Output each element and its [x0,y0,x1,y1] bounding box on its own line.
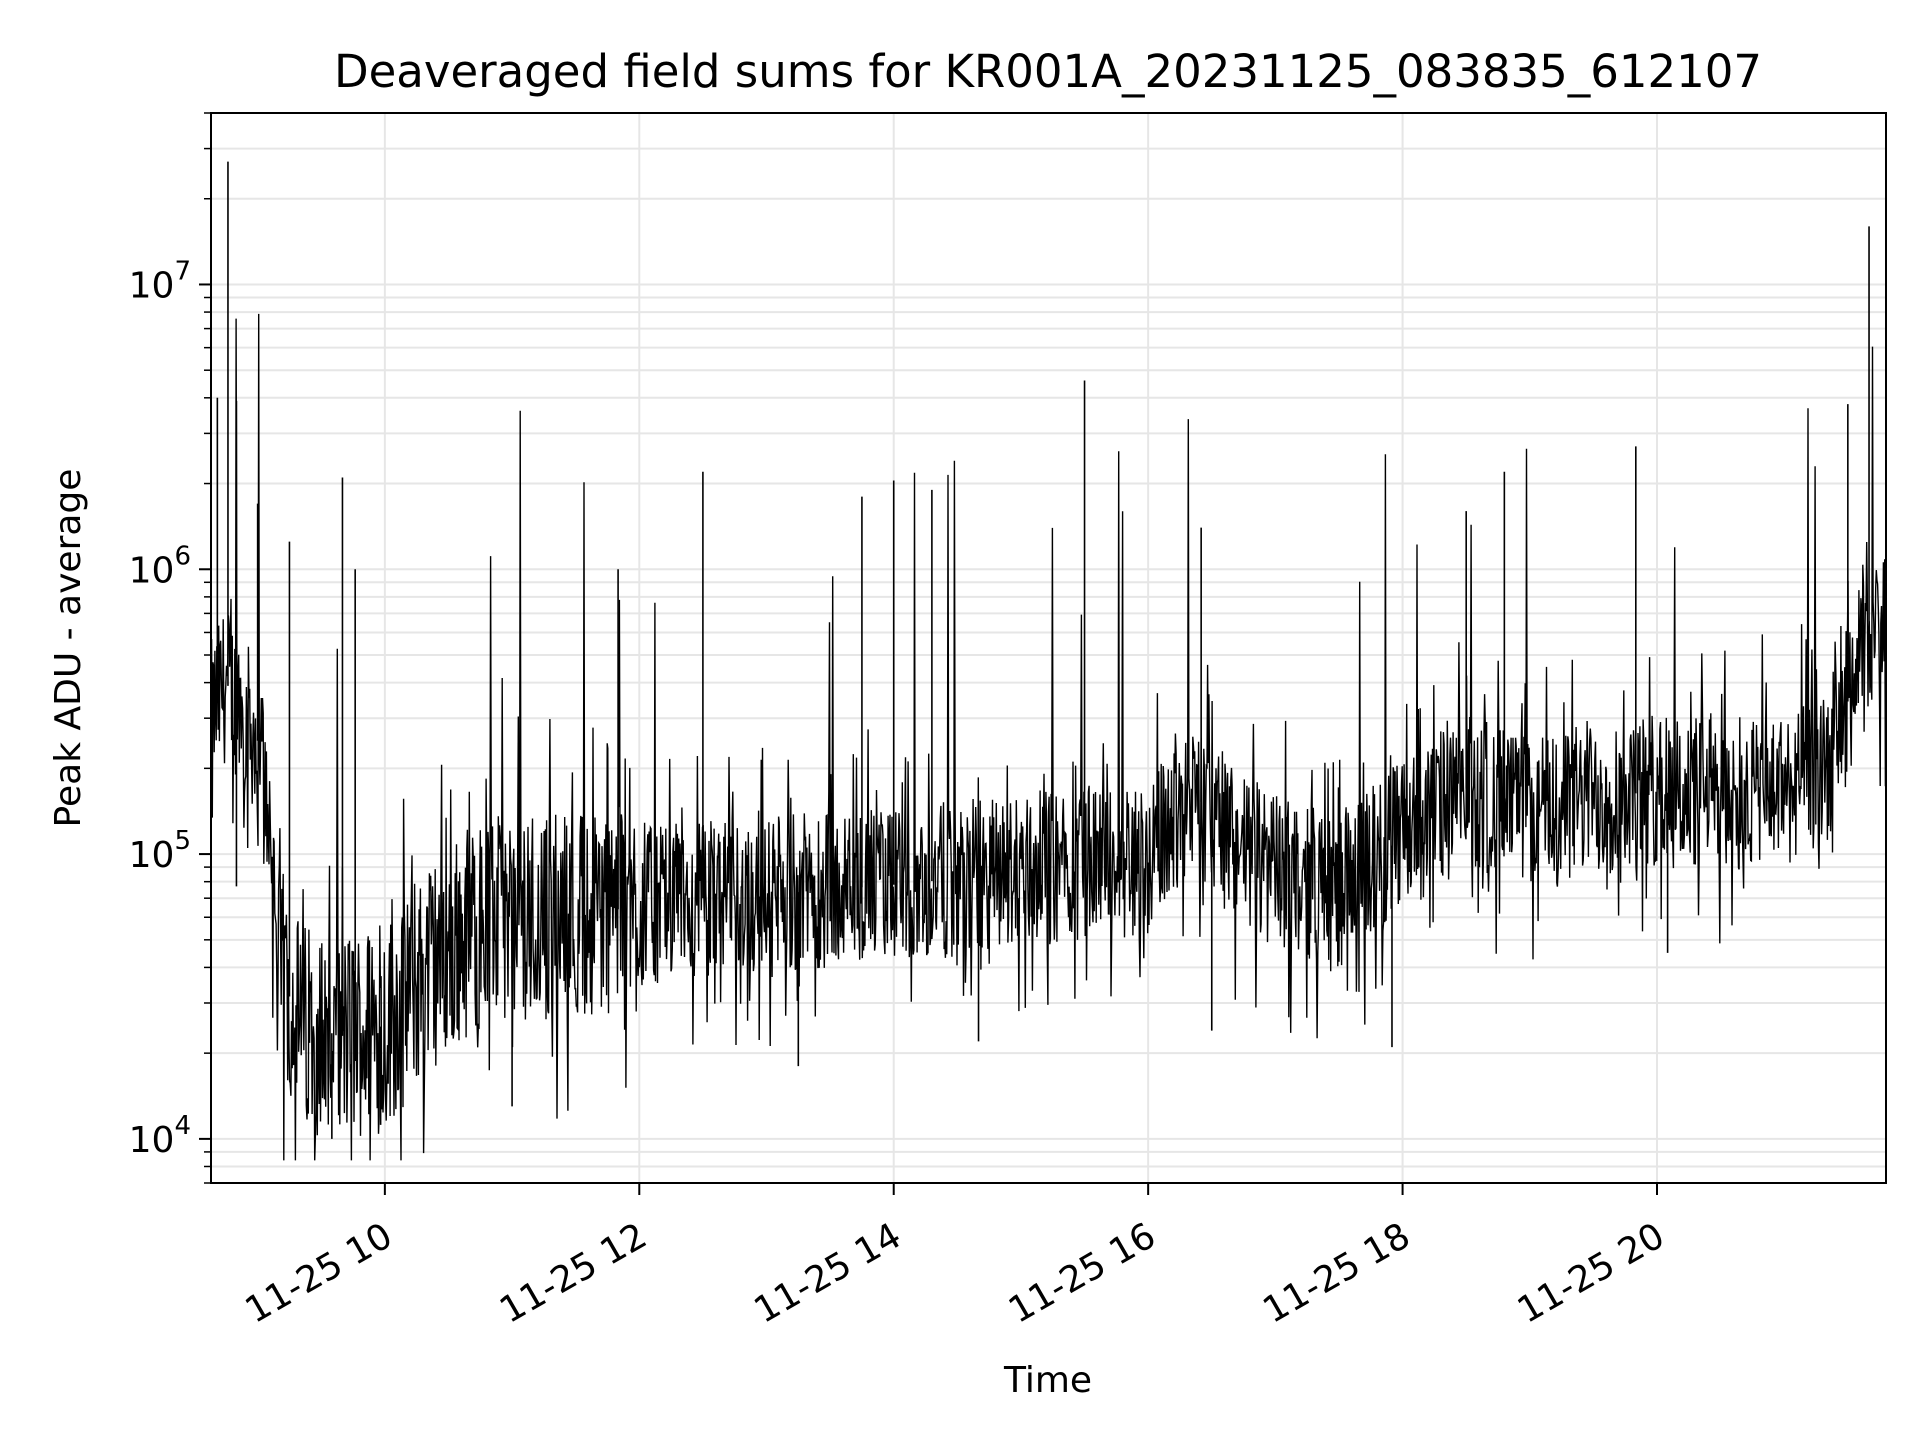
y-tick-label: 104 [129,1111,191,1161]
y-axis-label: Peak ADU - average [48,469,89,828]
series-line-group [210,161,1887,1161]
series-line [210,313,1887,1161]
plot-frame [210,112,1887,1184]
chart-title: Deaveraged field sums for KR001A_2023112… [334,45,1762,98]
x-axis-label: Time [1003,1360,1092,1401]
y-axis-ticks: 104 105 106 107 [129,112,211,1184]
y-tick-label: 105 [129,826,191,876]
y-tick-label: 107 [129,256,191,306]
y-tick-label: 106 [129,541,191,591]
